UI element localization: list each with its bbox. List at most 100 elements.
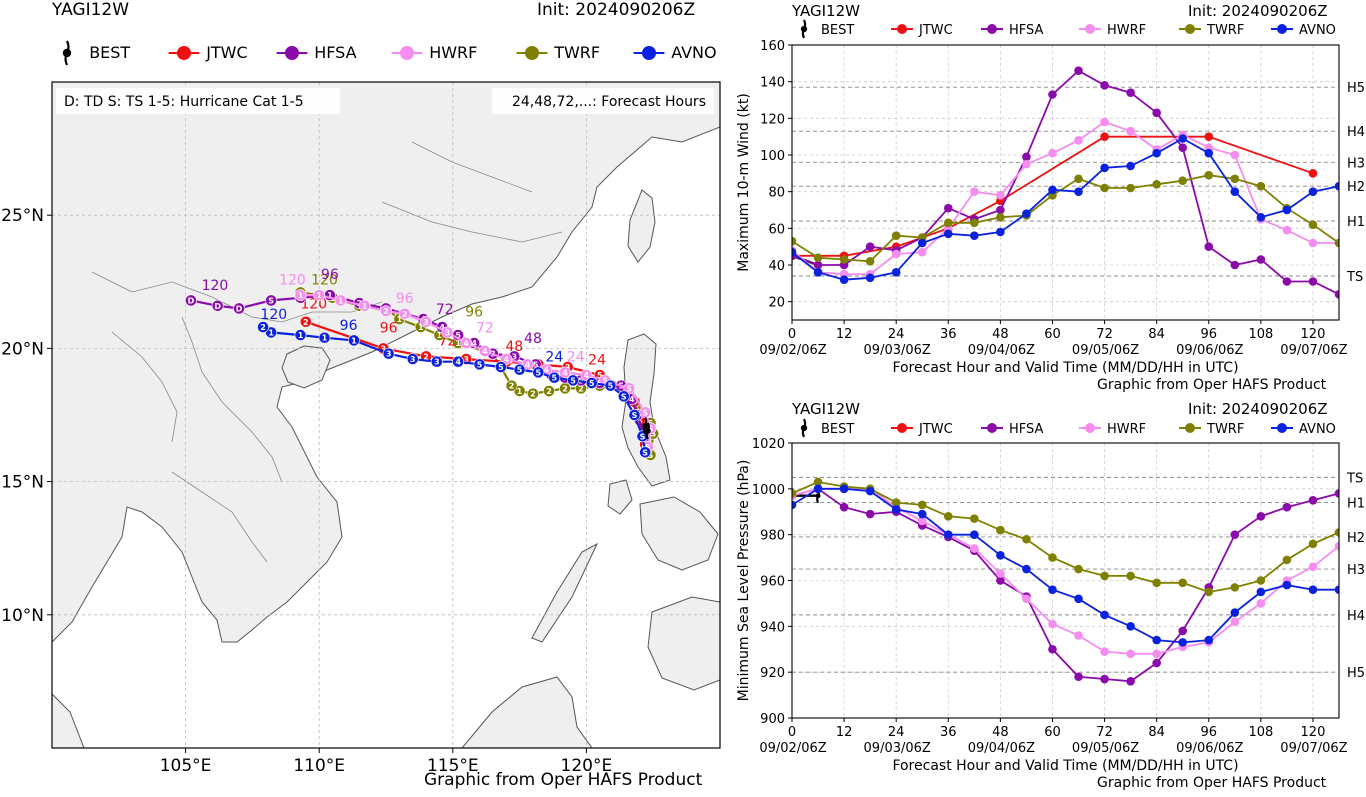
data-point-twrf	[813, 477, 823, 487]
track-point-hwrf: 4	[460, 337, 473, 349]
data-point-avno	[1022, 564, 1031, 574]
data-point-twrf	[1204, 170, 1214, 180]
series-line-jtwc	[792, 135, 1314, 257]
threshold-label-ts: TS	[1346, 471, 1363, 486]
data-point-avno	[865, 486, 875, 496]
track-hour-label-hwrf: 24	[567, 350, 585, 366]
data-point-twrf	[1100, 183, 1109, 193]
track-point-category: 2	[303, 318, 309, 327]
map-legend: BEST JTWC HFSA HWRF TWRF AVNO	[62, 40, 717, 66]
track-point-category: 5	[602, 376, 608, 385]
track-point-category: 2	[402, 310, 408, 319]
legend-marker-hfsa	[987, 423, 997, 433]
track-point-avno: 1	[318, 331, 331, 344]
x-tick-label: 108	[1248, 327, 1273, 342]
legend-item-hwrf: HWRF	[391, 43, 477, 62]
y-tick-label: 1000	[752, 483, 785, 498]
track-hour-label-jtwc: 72	[439, 334, 457, 350]
legend-label-jtwc: JTWC	[205, 43, 247, 62]
legend-label-hfsa: HFSA	[1009, 422, 1044, 437]
track-hour-label-hfsa: 48	[524, 331, 542, 347]
data-point-twrf	[839, 255, 849, 264]
data-point-avno	[839, 484, 849, 494]
data-point-twrf	[1230, 583, 1240, 592]
data-point-hfsa	[1230, 530, 1240, 539]
data-point-hwrf	[891, 249, 901, 259]
data-point-twrf	[1048, 553, 1057, 562]
data-point-hfsa	[865, 509, 875, 519]
data-point-hfsa	[1178, 626, 1188, 636]
wind-init-label: Init: 2024090206Z	[1188, 2, 1328, 20]
track-point-hfsa: D	[233, 302, 245, 315]
data-point-avno	[1282, 205, 1292, 215]
map-tracks: SSS22222212111111111596120SS355333323224…	[185, 267, 660, 461]
data-point-hfsa	[996, 576, 1005, 585]
legend-label-avno: AVNO	[1299, 23, 1336, 38]
x-date-label: 09/02/06Z	[759, 741, 826, 756]
track-point-category: 3	[386, 350, 392, 359]
track-point-category: 1	[397, 315, 403, 324]
track-point-category: 5	[589, 379, 595, 388]
data-point-twrf	[792, 236, 797, 246]
data-point-avno	[865, 273, 875, 283]
x-date-label: 09/06/06Z	[1176, 343, 1243, 358]
track-point-category: 1	[418, 323, 424, 332]
track-hour-label-hwrf: 96	[396, 291, 414, 307]
track-point-category: 3	[511, 352, 517, 361]
threshold-label-h3: H3	[1347, 156, 1365, 171]
track-point-hfsa: S	[265, 294, 278, 307]
map-note-right: 24,48,72,...: Forecast Hours	[512, 94, 706, 110]
data-point-hfsa	[996, 205, 1005, 215]
legend-marker-jtwc	[897, 423, 907, 433]
x-date-label: 09/02/06Z	[759, 343, 826, 358]
threshold-label-h4: H4	[1347, 125, 1365, 140]
series-line-avno	[792, 487, 1339, 644]
legend-marker-best	[800, 418, 808, 438]
legend-label-twrf: TWRF	[1206, 422, 1244, 437]
track-point-avno: 3	[406, 353, 419, 365]
y-tick-label: 60	[768, 222, 785, 237]
land-mindanao	[647, 596, 720, 691]
track-point-category: S	[268, 296, 274, 305]
x-axis-title: Forecast Hour and Valid Time (MM/DD/HH i…	[892, 360, 1238, 376]
data-point-hwrf	[1334, 541, 1339, 551]
track-point-category: 4	[463, 339, 469, 348]
track-point-hwrf: 1	[358, 299, 371, 312]
data-point-avno	[917, 238, 927, 248]
x-tick-label: 120	[1301, 327, 1326, 342]
legend-item-jtwc: JTWC	[168, 43, 248, 62]
legend-item-hwrf: HWRF	[1079, 23, 1146, 38]
data-point-hfsa	[1334, 489, 1339, 498]
data-point-avno	[1178, 638, 1188, 647]
data-point-avno	[1256, 213, 1266, 222]
legend-label-jtwc: JTWC	[918, 23, 953, 38]
track-hour-label-hwrf: 72	[476, 320, 494, 336]
legend-item-jtwc: JTWC	[891, 23, 953, 38]
map-gridlines	[52, 82, 720, 748]
map-storm-title: YAGI12W	[52, 0, 130, 20]
data-point-avno	[996, 550, 1005, 560]
data-point-avno	[1204, 635, 1214, 645]
track-point-category: 3	[463, 355, 469, 364]
legend-label-hfsa: HFSA	[314, 43, 356, 62]
series-line-hwrf	[792, 487, 1339, 655]
track-hour-label-hwrf: 120	[279, 272, 306, 288]
y-tick-label: 960	[760, 575, 785, 590]
track-hwrf: SSS55444444433221111247296120	[279, 272, 657, 453]
track-hour-label-avno: 120	[260, 307, 287, 323]
data-point-hwrf	[1126, 649, 1135, 659]
wind-footer: Graphic from Oper HAFS Product	[1097, 377, 1327, 393]
legend-label-twrf: TWRF	[1206, 23, 1244, 38]
series-line-twrf	[792, 174, 1339, 263]
threshold-label-h1: H1	[1347, 497, 1365, 512]
track-point-category: 3	[410, 355, 416, 364]
x-axis-title: Forecast Hour and Valid Time (MM/DD/HH i…	[892, 758, 1238, 774]
track-point-category: S	[642, 448, 648, 457]
y-tick-label: 100	[760, 149, 785, 164]
track-point-category: 1	[268, 328, 274, 337]
track-point-category: 4	[471, 339, 477, 348]
legend-label-hwrf: HWRF	[429, 43, 477, 62]
legend-item-hfsa: HFSA	[276, 43, 357, 62]
y-axis-title: Maximum 10-m Wind (kt)	[736, 93, 752, 272]
data-point-hfsa	[1048, 90, 1057, 99]
